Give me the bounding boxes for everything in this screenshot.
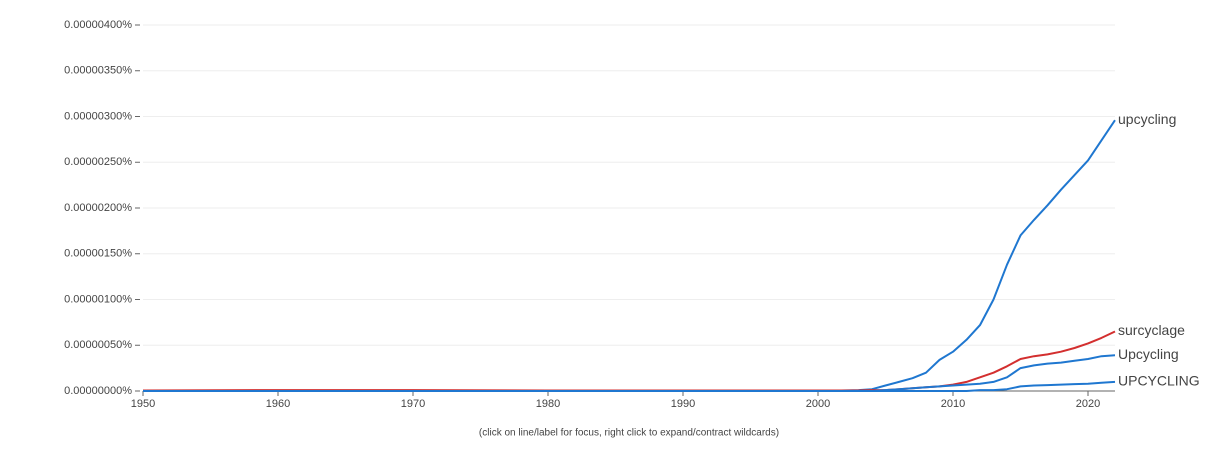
y-tick-label: 0.00000200% (64, 202, 132, 214)
series-label[interactable]: upcycling (1118, 111, 1176, 127)
y-tick-label: 0.00000250% (64, 156, 132, 168)
y-tick-label: 0.00000050% (64, 339, 132, 351)
y-tick-label: 0.00000000% (64, 385, 132, 397)
x-tick-label: 1950 (131, 398, 155, 410)
y-tick-label: 0.00000400% (64, 19, 132, 31)
series-label[interactable]: Upcycling (1118, 346, 1179, 362)
x-tick-label: 1990 (671, 398, 695, 410)
y-tick-label: 0.00000300% (64, 110, 132, 122)
y-tick-label: 0.00000350% (64, 65, 132, 77)
x-tick-label: 1970 (401, 398, 425, 410)
x-tick-label: 2010 (941, 398, 965, 410)
series-line[interactable] (142, 330, 1116, 392)
series-label[interactable]: surcyclage (1118, 322, 1185, 338)
x-tick-label: 2000 (806, 398, 830, 410)
series-label[interactable]: UPCYCLING (1118, 373, 1200, 389)
series-line[interactable] (143, 354, 1116, 392)
series-line[interactable] (143, 380, 1116, 392)
y-tick-label: 0.00000150% (64, 248, 132, 260)
y-tick-label: 0.00000100% (64, 293, 132, 305)
x-tick-label: 2020 (1076, 398, 1100, 410)
note: (click on line/label for focus, right cl… (479, 428, 779, 439)
series-line[interactable] (143, 119, 1116, 392)
x-tick-label: 1960 (266, 398, 290, 410)
x-tick-label: 1980 (536, 398, 560, 410)
